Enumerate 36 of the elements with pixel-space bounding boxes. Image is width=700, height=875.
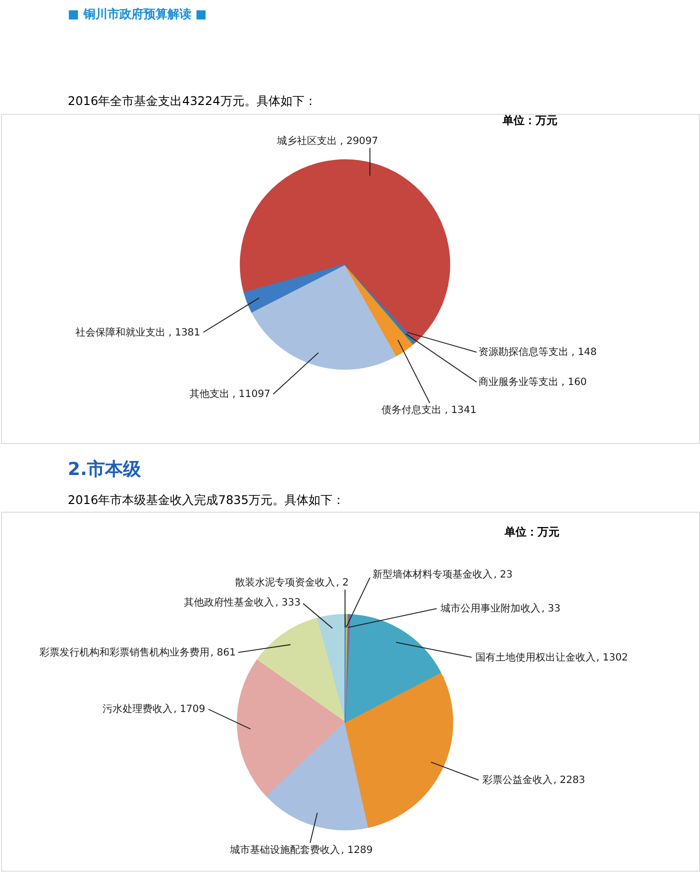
slice-label: 债务付息支出 bbox=[382, 404, 442, 416]
slice-label: 商业服务业等支出 bbox=[478, 376, 558, 388]
data-label: , 23 bbox=[494, 570, 513, 581]
chart-subtitle: 2016年市本级基金收入完成7835万元。具体如下： bbox=[68, 492, 345, 507]
slice-label: 污水处理费收入 bbox=[102, 703, 173, 716]
data-label: , 1381 bbox=[168, 327, 200, 338]
text: 单位：万元 bbox=[501, 114, 558, 127]
slice-label: 彩票发行机构和彩票销售机构业务费用 bbox=[39, 646, 210, 658]
data-label: , 861 bbox=[210, 647, 236, 658]
slice-label: 城乡社区支出 bbox=[276, 134, 338, 147]
data-label: , 1289 bbox=[341, 844, 373, 856]
slice-label: 彩票公益金收入 bbox=[482, 774, 552, 786]
data-label: , 29097 bbox=[340, 136, 378, 147]
slice-label: 国有土地使用权出让金收入 bbox=[475, 651, 596, 664]
data-label: , 148 bbox=[571, 347, 597, 358]
data-label: , 333 bbox=[275, 598, 301, 609]
data-label: , 1709 bbox=[174, 704, 206, 716]
slice-label: 城市基础设施配套费收入 bbox=[229, 844, 340, 856]
slice-label: 城市公用事业附加收入 bbox=[439, 602, 540, 614]
chart-title: ■ 铜川市政府预算解读 ■ bbox=[68, 7, 207, 22]
slice-label: 其他政府性基金收入 bbox=[184, 596, 274, 609]
slice-label: 新型墙体材料专项基金收入 bbox=[372, 568, 493, 581]
data-label: , 2 bbox=[336, 578, 349, 589]
data-label: , 33 bbox=[541, 604, 560, 614]
chart-subtitle: 2016年全市基金支出43224万元。具体如下： bbox=[68, 94, 316, 108]
data-label: , 2283 bbox=[553, 775, 586, 786]
slice-label: 社会保障和就业支出 bbox=[76, 326, 166, 338]
data-label: , 160 bbox=[561, 377, 587, 388]
data-label: , 11097 bbox=[232, 389, 270, 400]
slice-label: 其他支出 bbox=[189, 388, 230, 400]
slice-label: 散装水泥专项资金收入 bbox=[235, 576, 336, 589]
data-label: , 1302 bbox=[596, 652, 628, 664]
slice-label: 资源勘探信息等支出 bbox=[478, 346, 568, 358]
text: 单位：万元 bbox=[503, 526, 560, 539]
data-label: , 1341 bbox=[444, 405, 476, 416]
chart-title: 2.市本级 bbox=[68, 458, 142, 480]
